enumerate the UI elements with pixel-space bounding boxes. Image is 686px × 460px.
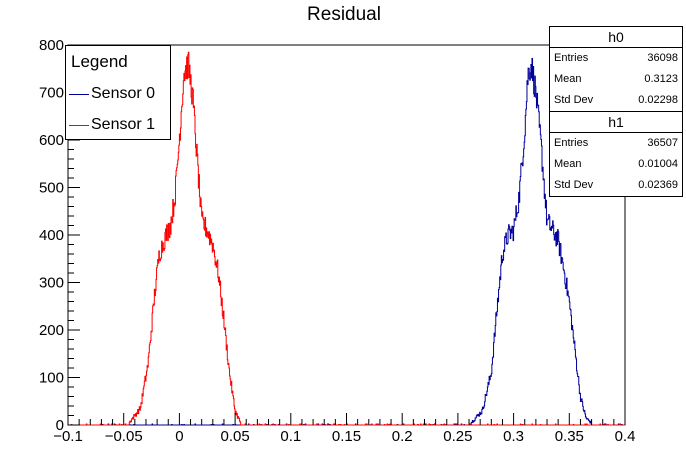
y-tick-label: 300 — [39, 275, 64, 292]
x-tick-label: 0.15 — [332, 428, 361, 445]
stat-row: Std Dev 0.02298 — [550, 90, 682, 111]
plot-area: −0.1 −0.05 0 0.05 0.1 0.15 0.2 0.25 0.3 0.35 0.4 0 1… — [39, 37, 635, 445]
y-tick-label: 700 — [39, 85, 64, 102]
y-tick-label: 600 — [39, 132, 64, 149]
x-tick-label: 0.25 — [443, 428, 472, 445]
stat-row: Mean 0.3123 — [550, 69, 682, 90]
stat-label: Entries — [554, 137, 589, 149]
stat-row: Mean 0.01004 — [550, 154, 682, 175]
legend-entry-sensor-1: Sensor 1 — [69, 116, 155, 134]
series-line-sensor-1 — [68, 51, 625, 426]
stat-title: h1 — [550, 112, 682, 133]
stat-row: Std Dev 0.02369 — [550, 175, 682, 196]
stat-value: 0.02369 — [638, 179, 678, 191]
stat-label: Std Dev — [554, 94, 594, 106]
stat-label: Mean — [554, 158, 582, 170]
x-tick-label: −0.05 — [105, 428, 143, 445]
y-tick-label: 100 — [39, 370, 64, 387]
stat-box-h1: h1 Entries 36507 Mean 0.01004 Std Dev 0.023… — [549, 111, 683, 197]
x-tick-label: 0.05 — [220, 428, 249, 445]
stat-value: 0.3123 — [644, 73, 678, 85]
y-tick-label: 500 — [39, 180, 64, 197]
x-tick-label: 0 — [175, 428, 183, 445]
legend-label-sensor-1: Sensor 1 — [91, 116, 156, 133]
stat-label: Entries — [554, 52, 589, 64]
stat-value: 0.02298 — [638, 94, 678, 106]
legend-label-sensor-0: Sensor 0 — [91, 85, 156, 102]
stat-label: Mean — [554, 73, 582, 85]
x-tick-label: −0.1 — [53, 428, 83, 445]
y-tick-label: 0 — [56, 417, 64, 434]
y-tick-label: 200 — [39, 322, 64, 339]
legend: Legend Sensor 0 Sensor 1 — [65, 45, 171, 140]
stat-value: 36098 — [647, 52, 678, 64]
x-tick-label: 0.4 — [615, 428, 636, 445]
legend-title: Legend — [71, 52, 128, 71]
stat-label: Std Dev — [554, 179, 594, 191]
stat-box-h0: h0 Entries 36098 Mean 0.3123 Std Dev 0.0229… — [549, 26, 683, 112]
stat-row: Entries 36098 — [550, 48, 682, 69]
x-tick-label: 0.2 — [392, 428, 413, 445]
stat-row: Entries 36507 — [550, 133, 682, 154]
x-tick-label: 0.35 — [555, 428, 584, 445]
stat-title: h0 — [550, 27, 682, 48]
chart-title: Residual — [307, 4, 381, 25]
stat-value: 36507 — [647, 137, 678, 149]
legend-entry-sensor-0: Sensor 0 — [69, 85, 155, 103]
x-tick-label: 0.1 — [280, 428, 301, 445]
y-tick-label: 800 — [39, 37, 64, 54]
y-tick-label: 400 — [39, 227, 64, 244]
x-tick-label: 0.3 — [503, 428, 524, 445]
stat-value: 0.01004 — [638, 158, 678, 170]
legend-swatch-sensor-0 — [69, 93, 89, 95]
legend-swatch-sensor-1 — [69, 124, 89, 126]
